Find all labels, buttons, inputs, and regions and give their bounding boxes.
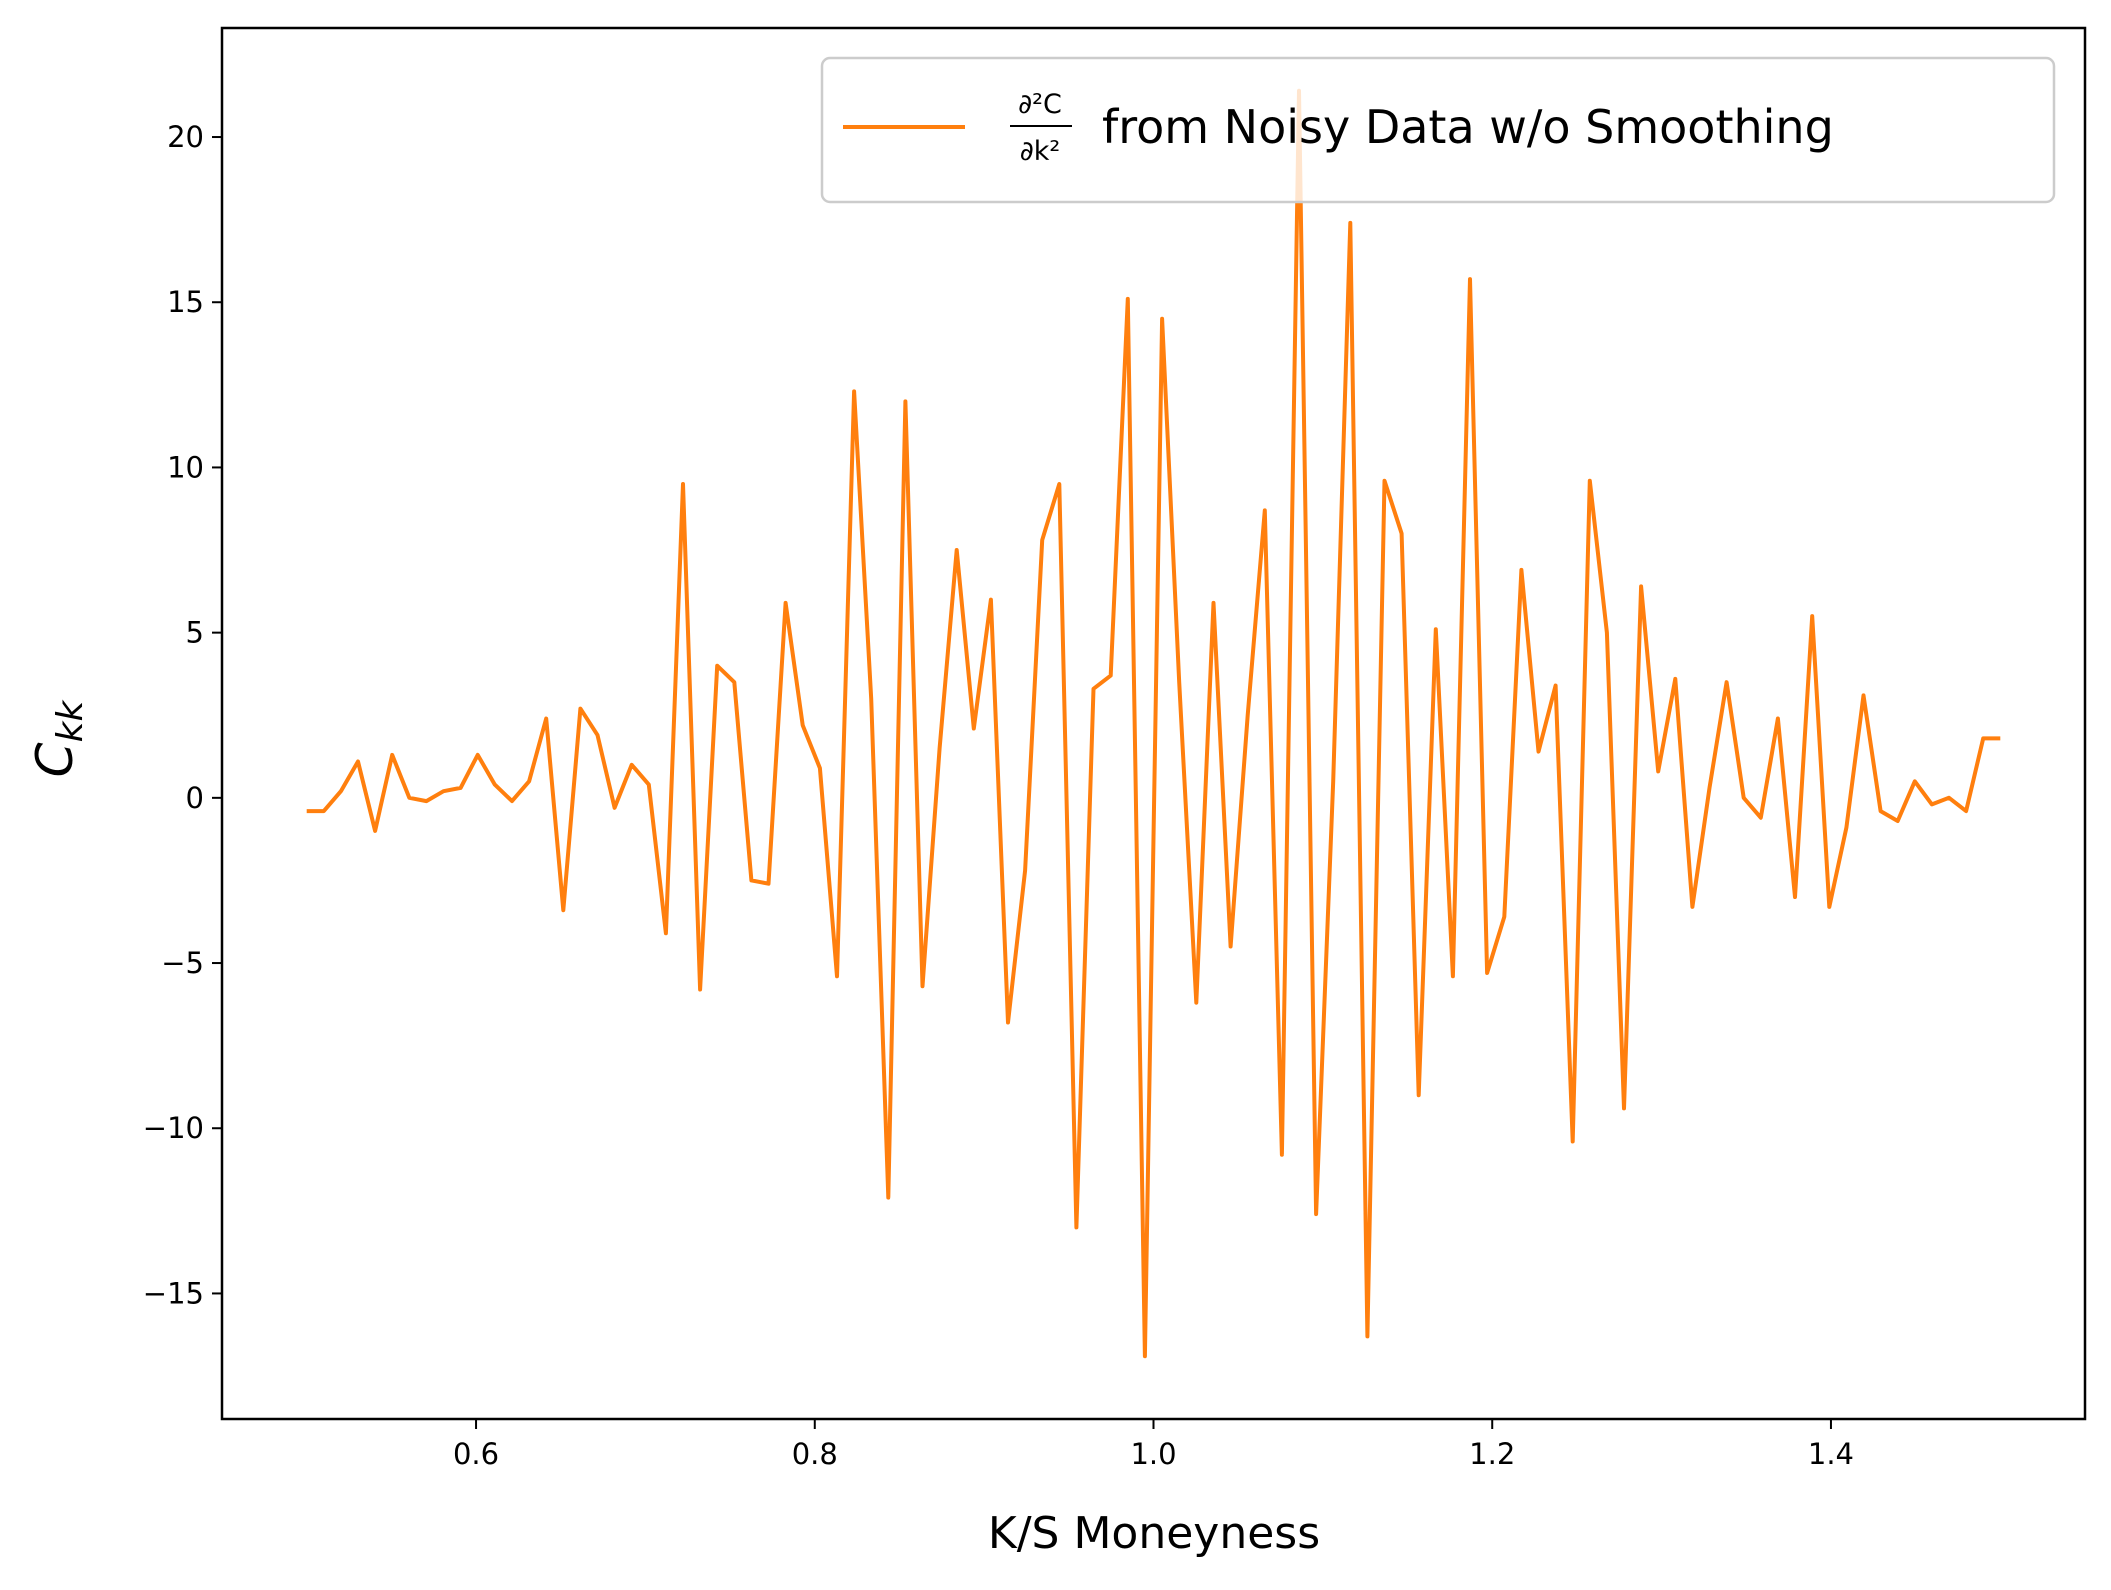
x-axis-ticks: 0.6 0.8 1.0 1.2 1.4 (453, 1419, 1854, 1471)
y-axis-label-subscript: kk (50, 699, 91, 743)
axes-frame (220, 26, 2087, 1421)
plot-area (306, 88, 2001, 1359)
y-axis-label: Ckk (26, 699, 91, 778)
y-axis-ticks: −15 −10 −5 0 5 10 15 20 (143, 120, 222, 1310)
x-tick-label: 0.6 (453, 1437, 499, 1471)
svg-text:Ckk: Ckk (26, 699, 91, 778)
legend-fraction-denominator: ∂k² (1020, 136, 1060, 167)
y-tick-label: −5 (161, 946, 204, 980)
y-axis-label-main: C (26, 742, 84, 777)
y-tick-label: 10 (167, 450, 204, 484)
x-axis-label: K/S Moneyness (988, 1508, 1320, 1559)
y-tick-label: −15 (143, 1276, 204, 1310)
legend: ∂²C ∂k² from Noisy Data w/o Smoothing (820, 56, 2056, 204)
y-tick-label: 0 (186, 781, 204, 815)
legend-label: from Noisy Data w/o Smoothing (1102, 100, 1834, 154)
y-tick-label: −10 (143, 1111, 204, 1145)
legend-frame (820, 56, 2056, 204)
x-tick-label: 1.4 (1808, 1437, 1854, 1471)
x-tick-label: 1.0 (1130, 1437, 1176, 1471)
y-tick-label: 5 (186, 616, 204, 650)
series-line-0 (306, 88, 2001, 1359)
y-tick-label: 20 (167, 120, 204, 154)
x-tick-label: 0.8 (792, 1437, 838, 1471)
x-tick-label: 1.2 (1469, 1437, 1515, 1471)
legend-fraction-numerator: ∂²C (1018, 89, 1062, 120)
y-tick-label: 15 (167, 285, 204, 319)
